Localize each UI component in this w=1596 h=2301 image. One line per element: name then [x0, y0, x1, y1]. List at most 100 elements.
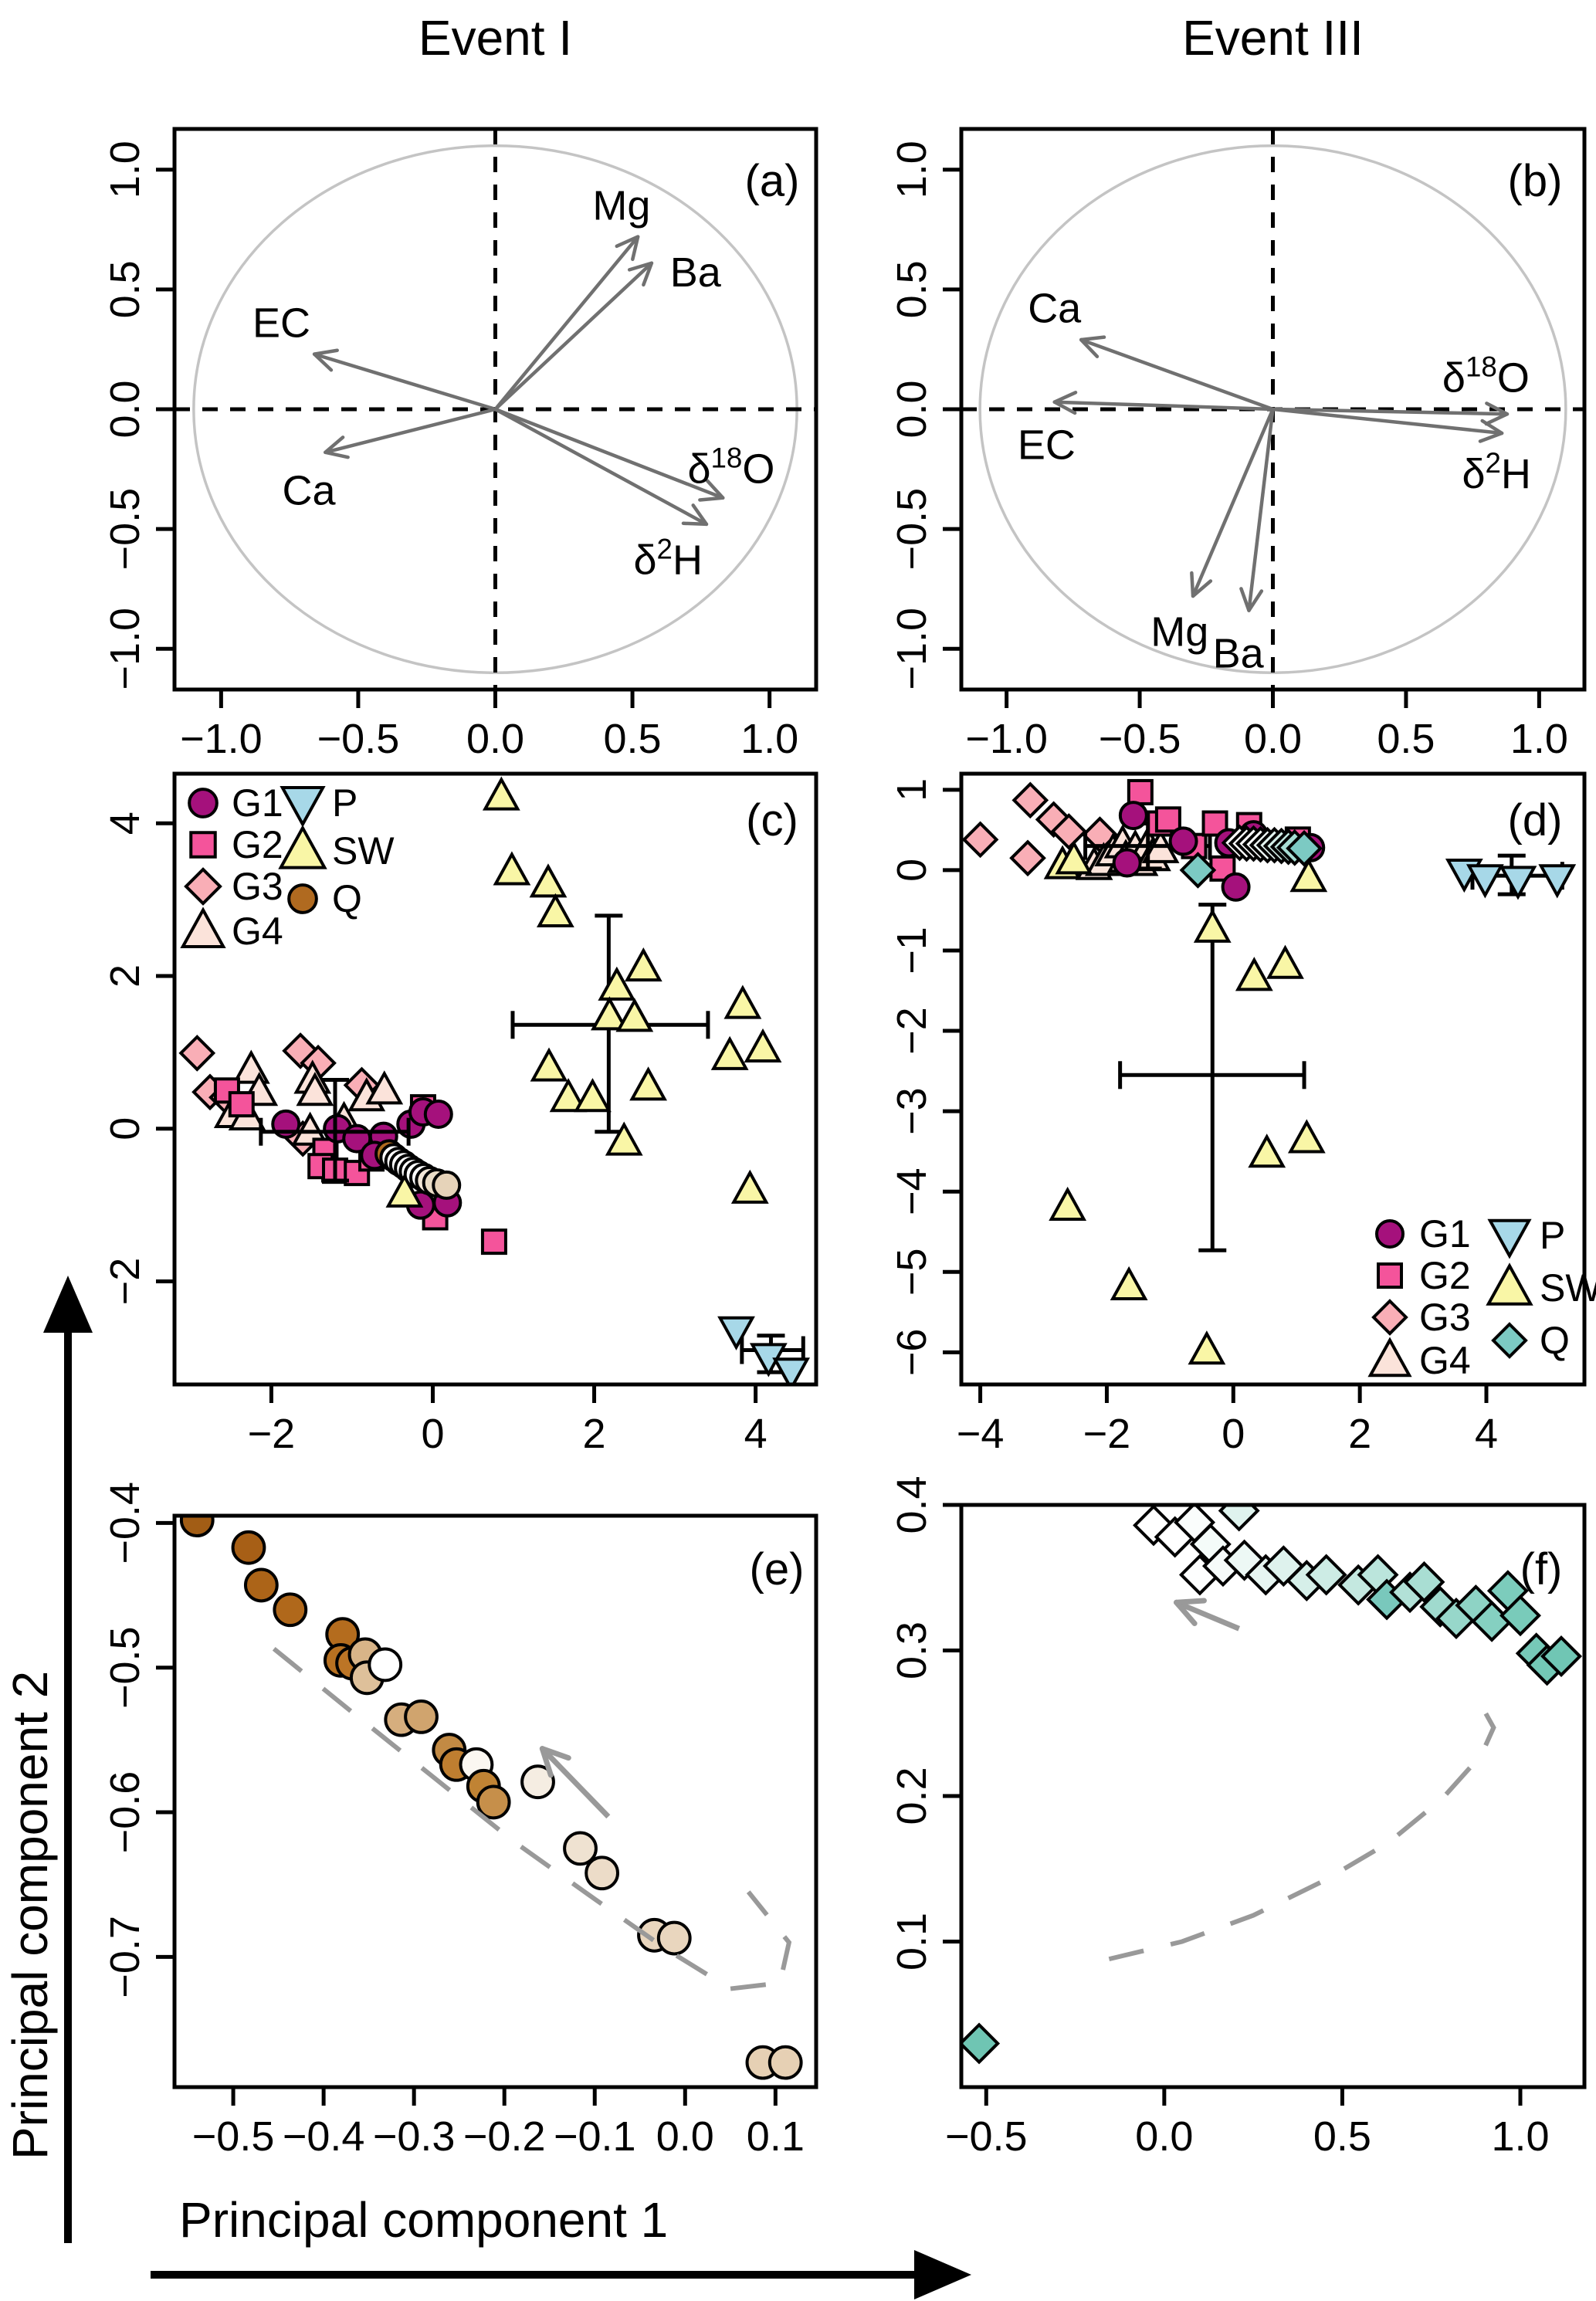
panel-b-plot-area: Ca EC δ18O δ2H Mg Ba — [961, 129, 1584, 690]
panel-d-x-axis: −4 −2 0 2 4 — [957, 1384, 1498, 1457]
series-SW — [385, 776, 782, 1208]
panel-f-x-axis: −0.5 0.0 0.5 1.0 — [945, 2087, 1550, 2160]
panel-f-y-axis: 0.1 0.2 0.3 0.4 — [889, 1476, 961, 1971]
x-tick-label: 1.0 — [1491, 2113, 1549, 2160]
loading-vector-Ba: Ba — [493, 249, 722, 411]
x-tick-label: −4 — [957, 1411, 1005, 1457]
y-tick-label: −0.5 — [102, 488, 148, 571]
panel-d-plot-area — [961, 778, 1577, 1365]
vector-label: δ18O — [1442, 351, 1530, 402]
panel-letter-f: (f) — [1520, 1544, 1563, 1594]
panel-e-border — [172, 1513, 818, 2089]
loading-vector-Ca: Ca — [282, 407, 496, 513]
legend-label-Q: Q — [332, 877, 362, 920]
series-Q — [179, 1516, 803, 2080]
column-title-event-3: Event III — [1182, 10, 1364, 66]
y-tick-label: −4 — [889, 1167, 935, 1215]
loading-vector-Mg: Mg — [493, 182, 650, 411]
legend-label-SW: SW — [1540, 1266, 1596, 1310]
series-Q — [374, 1139, 462, 1200]
vector-label: Mg — [592, 182, 650, 229]
x-tick-label: −0.1 — [554, 2113, 636, 2160]
loading-vector-δ2H: δ2H — [1272, 407, 1531, 497]
y-tick-label: −1 — [889, 927, 935, 974]
x-tick-label: −2 — [1083, 1411, 1131, 1457]
vector-label: Ba — [670, 249, 722, 296]
y-tick-label: 2 — [102, 964, 148, 988]
y-tick-label: 1.0 — [102, 141, 148, 198]
legend-label-P: P — [332, 781, 357, 825]
y-tick-label: −0.5 — [889, 488, 935, 571]
panel-letter-a: (a) — [745, 156, 800, 206]
pc1-arrowhead — [914, 2250, 971, 2299]
legend-label-G4: G4 — [1419, 1339, 1471, 1382]
panel-d-border — [959, 771, 1587, 1387]
panel-f: −0.5 0.0 0.5 1.0 0.1 0.2 0.3 0.4 (f) — [889, 1476, 1587, 2160]
series-Q — [1179, 824, 1323, 889]
x-tick-label: 0.5 — [1377, 716, 1435, 762]
panel-b-x-axis: −1.0 −0.5 0.0 0.5 1.0 — [965, 690, 1568, 762]
panel-e-plot-area — [179, 1516, 803, 2080]
vector-label: δ18O — [687, 442, 774, 493]
y-tick-label: 0.5 — [102, 260, 148, 318]
column-title-event-1: Event I — [418, 10, 573, 66]
x-tick-label: 2 — [583, 1411, 606, 1457]
y-tick-label: 4 — [102, 812, 148, 835]
loading-vector-δ18O: δ18O — [494, 407, 774, 502]
x-tick-label: −0.5 — [1099, 716, 1181, 762]
correlation-circle — [978, 144, 1567, 675]
panel-letter-e: (e) — [750, 1544, 805, 1594]
hysteresis-loop-arrow — [272, 1647, 792, 1991]
panel-a-plot-area: Mg Ba EC Ca δ18O δ2H — [175, 129, 816, 690]
vector-label: Ca — [1028, 286, 1082, 332]
legend-label-G2: G2 — [232, 823, 283, 866]
x-tick-label: −0.5 — [192, 2113, 275, 2160]
hysteresis-loop-arrow — [1108, 1598, 1496, 1962]
y-tick-label: −6 — [889, 1329, 935, 1377]
x-tick-label: −1.0 — [965, 716, 1048, 762]
vector-label: δ2H — [1462, 447, 1530, 497]
legend-label-G3: G3 — [1419, 1296, 1471, 1339]
x-tick-label: −0.3 — [373, 2113, 456, 2160]
x-axis-title: Principal component 1 — [179, 2192, 669, 2248]
y-tick-label: −1.0 — [889, 608, 935, 690]
y-tick-label: −0.5 — [102, 1626, 148, 1709]
y-tick-label: 0 — [889, 859, 935, 882]
x-tick-label: 0.1 — [747, 2113, 805, 2160]
loading-vector-δ18O: δ18O — [1272, 351, 1530, 426]
panel-c-y-axis: −2 0 2 4 — [102, 812, 175, 1305]
legend-label-Q: Q — [1540, 1319, 1570, 1362]
panel-f-plot-area — [961, 1505, 1583, 2065]
series-SW — [1043, 840, 1328, 1365]
legend-label-G3: G3 — [232, 865, 283, 908]
loading-vector-EC: EC — [252, 300, 496, 412]
y-tick-label: 0 — [102, 1117, 148, 1140]
panel-c-x-axis: −2 0 2 4 — [248, 1384, 768, 1457]
vector-label: EC — [1018, 422, 1076, 469]
vector-label: δ2H — [633, 533, 702, 583]
legend-label-G1: G1 — [1419, 1212, 1471, 1256]
y-tick-label: −0.6 — [102, 1771, 148, 1854]
y-tick-label: 0.2 — [889, 1767, 935, 1825]
panel-d-y-axis: 1 0 −1 −2 −3 −4 −5 −6 — [889, 778, 961, 1376]
x-tick-label: 0 — [421, 1411, 444, 1457]
legend-label-SW: SW — [332, 829, 395, 873]
y-tick-label: −0.7 — [102, 1916, 148, 1998]
vector-label: Ca — [282, 467, 336, 513]
y-tick-label: −3 — [889, 1087, 935, 1135]
panel-b-y-axis: −1.0 −0.5 0.0 0.5 1.0 — [889, 141, 961, 690]
vector-label: Mg — [1150, 609, 1208, 656]
y-tick-label: 0.5 — [889, 260, 935, 318]
error-bar-cross — [1118, 903, 1306, 1252]
y-tick-label: −1.0 — [102, 608, 148, 690]
legend-label-P: P — [1540, 1214, 1565, 1257]
y-tick-label: −0.4 — [102, 1482, 148, 1564]
vector-label: EC — [252, 300, 310, 346]
panel-a: Mg Ba EC Ca δ18O δ2H −1.0 −0.5 0.0 0.5 1.0 −1.0 −0.5… — [102, 127, 818, 762]
x-tick-label: −0.5 — [945, 2113, 1028, 2160]
loading-vector-Ba: Ba — [1213, 408, 1275, 676]
